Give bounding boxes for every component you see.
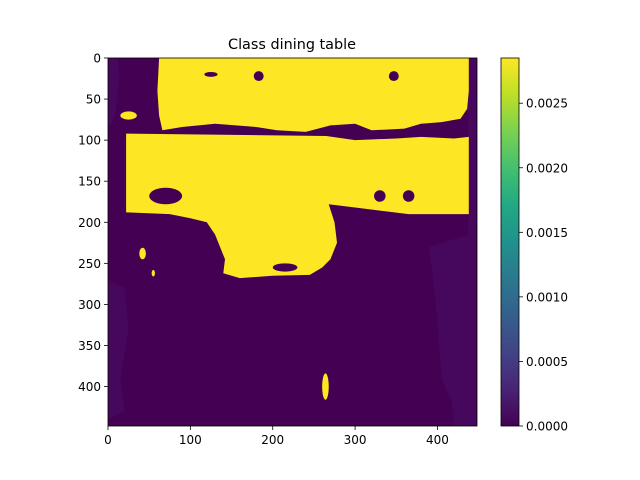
colorbar-tick-label: 0.0015 (526, 226, 568, 240)
x-tick-label: 300 (344, 433, 367, 447)
hole-region-2 (204, 71, 218, 77)
x-tick-label: 0 (104, 433, 112, 447)
colorbar (501, 58, 519, 426)
hole-region-0 (253, 71, 264, 82)
colorbar-axis: 0.0000 0.0005 0.0010 0.0015 0.0020 0.0025 (519, 97, 568, 434)
y-tick-label: 50 (86, 93, 101, 107)
y-tick-label: 150 (78, 175, 101, 189)
hole-region-1 (388, 71, 399, 82)
x-tick-label: 100 (179, 433, 202, 447)
y-tick-label: 0 (93, 52, 101, 66)
x-tick-label: 200 (261, 433, 284, 447)
hole-region-6 (272, 263, 298, 272)
colorbar-tick-label: 0.0025 (526, 97, 568, 111)
hole-region-5 (149, 187, 183, 205)
high-value-region-0 (157, 58, 469, 132)
high-value-region-3 (139, 247, 146, 260)
high-value-region-4 (151, 269, 155, 277)
y-tick-label: 300 (78, 298, 101, 312)
low-value-region-1 (108, 279, 129, 420)
colorbar-tick-label: 0.0000 (526, 420, 568, 434)
x-axis: 0 100 200 300 400 (104, 426, 449, 447)
low-value-region-0 (429, 58, 477, 426)
high-value-region-5 (322, 373, 329, 400)
y-tick-label: 250 (78, 257, 101, 271)
colorbar-frame (500, 57, 520, 427)
hole-region-3 (374, 190, 386, 202)
hole-region-4 (402, 190, 415, 202)
chart-title: Class dining table (228, 37, 356, 53)
y-axis: 0 50 100 150 200 250 300 350 400 (78, 52, 108, 394)
x-tick-label: 400 (426, 433, 449, 447)
y-tick-label: 200 (78, 216, 101, 230)
colorbar-tick-label: 0.0020 (526, 161, 568, 175)
plot-frame (107, 57, 478, 427)
low-value-region-2 (108, 58, 120, 126)
high-value-region-1 (126, 133, 469, 279)
high-value-region-2 (120, 111, 137, 120)
colorbar-tick-label: 0.0010 (526, 290, 568, 304)
y-tick-label: 350 (78, 339, 101, 353)
heatmap-image (108, 58, 477, 426)
colorbar-tick-label: 0.0005 (526, 355, 568, 369)
y-tick-label: 400 (78, 380, 101, 394)
y-tick-label: 100 (78, 134, 101, 148)
